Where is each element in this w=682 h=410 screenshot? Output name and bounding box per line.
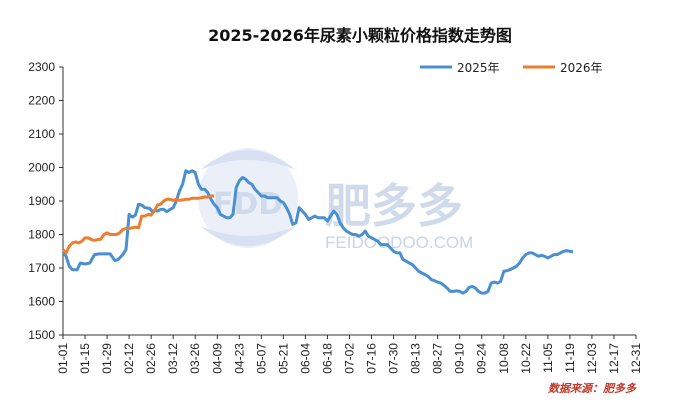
x-tick-label: 11-05: [541, 343, 555, 373]
y-tick-label: 1600: [28, 295, 55, 309]
x-tick-label: 01-29: [100, 343, 114, 374]
x-tick-label: 11-19: [563, 343, 577, 373]
x-tick-label: 01-15: [78, 343, 92, 374]
x-tick-label: 12-17: [607, 343, 621, 374]
x-tick-label: 12-03: [585, 343, 599, 374]
x-tick-label: 06-18: [320, 343, 334, 374]
y-tick-label: 2300: [28, 60, 55, 74]
legend: 2025年 2026年: [420, 61, 603, 75]
x-tick-label: 09-24: [475, 343, 489, 374]
watermark: FDD 肥多多 FEIDOODOO.COM: [198, 148, 473, 252]
x-tick-label: 06-04: [298, 343, 312, 374]
x-tick-label: 01-01: [56, 343, 70, 374]
x-tick-label: 03-12: [166, 343, 180, 374]
watermark-brand-en: FEIDOODOO.COM: [325, 233, 473, 252]
x-tick-label: 10-08: [497, 343, 511, 374]
x-tick-label: 02-26: [144, 343, 158, 374]
x-tick-label: 03-26: [188, 343, 202, 374]
x-tick-label: 12-31: [629, 343, 643, 374]
y-tick-label: 1800: [28, 228, 55, 242]
y-tick-label: 1900: [28, 194, 55, 208]
series-layer: [61, 169, 574, 295]
x-tick-label: 07-30: [387, 343, 401, 374]
x-tick-label: 09-10: [453, 343, 467, 374]
watermark-brand-cn: 肥多多: [325, 179, 463, 233]
x-tick-label: 05-07: [254, 343, 268, 374]
x-tick-label: 10-22: [519, 343, 533, 374]
x-axis-ticks: 01-01 01-15 01-29 02-12 02-26 03-12 03-26 04-09…: [56, 335, 643, 374]
x-tick-label: 05-21: [276, 343, 290, 374]
legend-label-2025: 2025年: [457, 61, 500, 75]
legend-label-2026: 2026年: [560, 61, 603, 75]
x-tick-label: 07-02: [343, 343, 357, 374]
x-tick-label: 04-09: [210, 343, 224, 374]
x-tick-label: 08-13: [409, 343, 423, 374]
x-tick-label: 08-27: [431, 343, 445, 374]
watermark-logo-icon: FDD: [198, 148, 298, 248]
y-tick-label: 1500: [28, 328, 55, 342]
x-tick-label: 02-12: [122, 343, 136, 374]
y-tick-label: 2200: [28, 94, 55, 108]
source-note: 数据来源：肥多多: [548, 382, 637, 395]
chart-title: 2025-2026年尿素小颗粒价格指数走势图: [208, 26, 512, 45]
y-tick-label: 2000: [28, 161, 55, 175]
y-axis-ticks: 1500 1600 1700 1800 1900 2000 2100 2200 2300: [28, 60, 63, 342]
x-tick-label: 04-23: [232, 343, 246, 374]
y-tick-label: 1700: [28, 261, 55, 275]
y-tick-label: 2100: [28, 127, 55, 141]
x-tick-label: 07-16: [365, 343, 379, 374]
series-line-2025: [61, 169, 574, 295]
series-line-2026: [61, 194, 215, 255]
